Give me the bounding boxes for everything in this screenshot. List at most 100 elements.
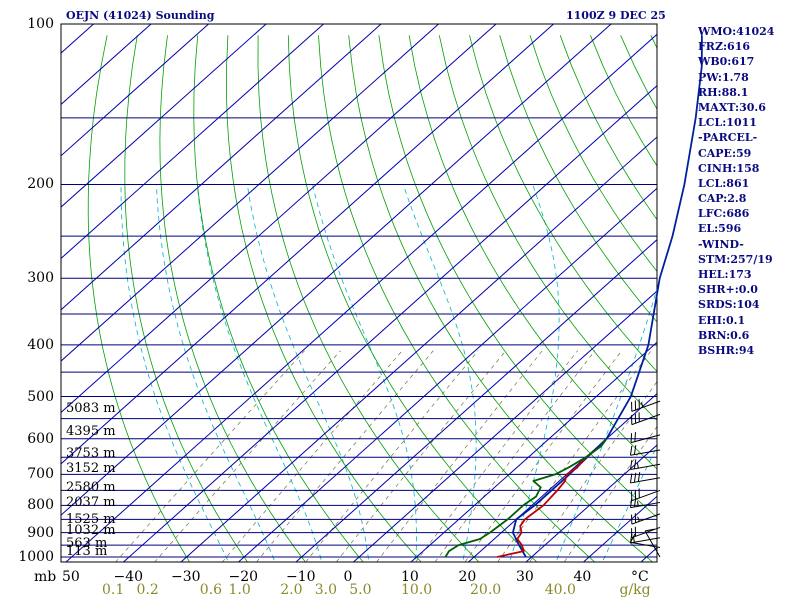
mixing-ratio-label: 20.0: [470, 582, 502, 598]
mixing-ratio-line: [376, 350, 543, 562]
temperature-label: °C: [631, 569, 649, 585]
wind-barb: [631, 399, 661, 412]
moist-adiabat: [120, 184, 229, 562]
mixing-ratio-label: 3.0: [314, 582, 338, 598]
isotherm: [61, 24, 210, 157]
dry-adiabat: [193, 35, 364, 562]
isotherm: [237, 187, 657, 562]
height-label: 4395 m: [66, 423, 116, 439]
mixing-ratio-line: [115, 350, 305, 562]
isotherm: [180, 136, 657, 562]
pressure-label: 500: [27, 388, 54, 405]
isotherm: [61, 24, 382, 311]
temperature-label: 20: [458, 569, 477, 585]
moist-adiabats: [120, 184, 657, 562]
mixing-ratio-label: 5.0: [349, 582, 372, 598]
sounding-index: SRDS:104: [698, 298, 760, 312]
height-label: 2037 m: [66, 495, 116, 511]
wind-barb: [631, 412, 661, 426]
sounding-index: MAXT:30.6: [698, 100, 766, 114]
temperature-label: −20: [228, 569, 259, 585]
sounding-index: LCL:1011: [698, 116, 757, 130]
moist-adiabat: [555, 286, 657, 562]
sounding-index: WMO:41024: [698, 25, 775, 38]
dry-adiabat: [159, 35, 306, 562]
moist-adiabat: [402, 184, 477, 562]
mixing-ratio-line: [221, 350, 403, 562]
isotherm: [65, 33, 657, 562]
mixing-ratio-line: [305, 350, 479, 562]
sounding-index: HEL:173: [698, 268, 752, 281]
pressure-label: 100: [27, 16, 54, 32]
isotherm: [0, 12, 49, 568]
moist-adiabat: [601, 445, 657, 562]
pressure-label: 600: [27, 430, 54, 447]
pressure-label: 900: [27, 524, 54, 541]
pressure-label: 700: [27, 466, 54, 483]
temperature-label: −10: [286, 569, 316, 585]
height-label: 3152 m: [66, 461, 116, 477]
pressure-label: 300: [27, 270, 54, 287]
mixing-ratio-line: [154, 350, 341, 562]
wind-barb: [630, 432, 661, 444]
moist-adiabat: [312, 184, 417, 562]
isotherm: [410, 341, 657, 562]
height-label: 2580 m: [66, 480, 116, 496]
wind-barb: [631, 513, 661, 525]
sounding-index: EHI:0.1: [698, 313, 746, 327]
sounding-index: BRN:0.6: [698, 328, 750, 342]
isotherm: [352, 290, 657, 562]
dry-adiabat: [124, 35, 248, 562]
isotherm: [61, 24, 440, 362]
isotherm: [61, 24, 497, 414]
dewpoint-trace: [444, 438, 608, 558]
pressure-label: 1000: [18, 549, 54, 565]
dry-adiabat: [225, 35, 422, 562]
wind-barb: [631, 488, 661, 502]
dry-adiabat: [499, 35, 657, 323]
sounding-index: -PARCEL-: [698, 131, 758, 145]
temperature-label: 0: [343, 569, 353, 585]
temperature-label: mb: [34, 569, 57, 585]
dry-adiabat: [529, 35, 657, 272]
isotherm: [295, 239, 657, 562]
isotherm: [525, 444, 657, 562]
wind-barb: [644, 528, 661, 558]
parcel-line: [512, 35, 703, 558]
sounding-index: STM:257/19: [698, 252, 773, 266]
dry-adiabat: [287, 35, 538, 562]
isotherm: [61, 24, 267, 208]
mixing-ratio-line: [464, 350, 623, 562]
moist-adiabat: [196, 184, 323, 562]
wind-barbs: [629, 399, 661, 558]
mixing-ratio-line: [434, 350, 596, 562]
sounding-index: EL:596: [698, 222, 742, 236]
dry-adiabat: [257, 35, 480, 562]
pressure-label: 800: [27, 497, 54, 514]
moist-adiabat: [509, 184, 560, 562]
temperature-label: −30: [171, 569, 201, 585]
sounding-index: SHR+:0.0: [698, 283, 758, 297]
sounding-index: CAPE:59: [698, 146, 752, 160]
plot-frame: [60, 23, 658, 563]
sounding-index: RH:88.1: [698, 85, 749, 99]
isotherm: [61, 24, 555, 465]
dry-adiabat: [87, 35, 191, 562]
sounding-index: BSHR:94: [698, 343, 755, 357]
pressure-label: 200: [27, 176, 54, 193]
mixing-ratio-line: [335, 350, 507, 562]
isotherm: [61, 24, 612, 516]
temperature-label: 30: [516, 569, 534, 585]
height-label: 1525 m: [66, 511, 116, 527]
dry-adiabats: [87, 35, 657, 562]
dry-adiabat: [469, 35, 657, 373]
mixing-ratio-label: 40.0: [544, 582, 576, 598]
dry-adiabat: [408, 35, 657, 470]
sounding-index: FRZ:616: [698, 40, 751, 54]
height-label: 1032 m: [66, 523, 116, 539]
height-label: 3753 m: [66, 446, 116, 462]
wind-barb: [629, 445, 661, 456]
mixing-ratio-label: 0.6: [199, 582, 223, 598]
dry-adiabat: [438, 35, 657, 421]
